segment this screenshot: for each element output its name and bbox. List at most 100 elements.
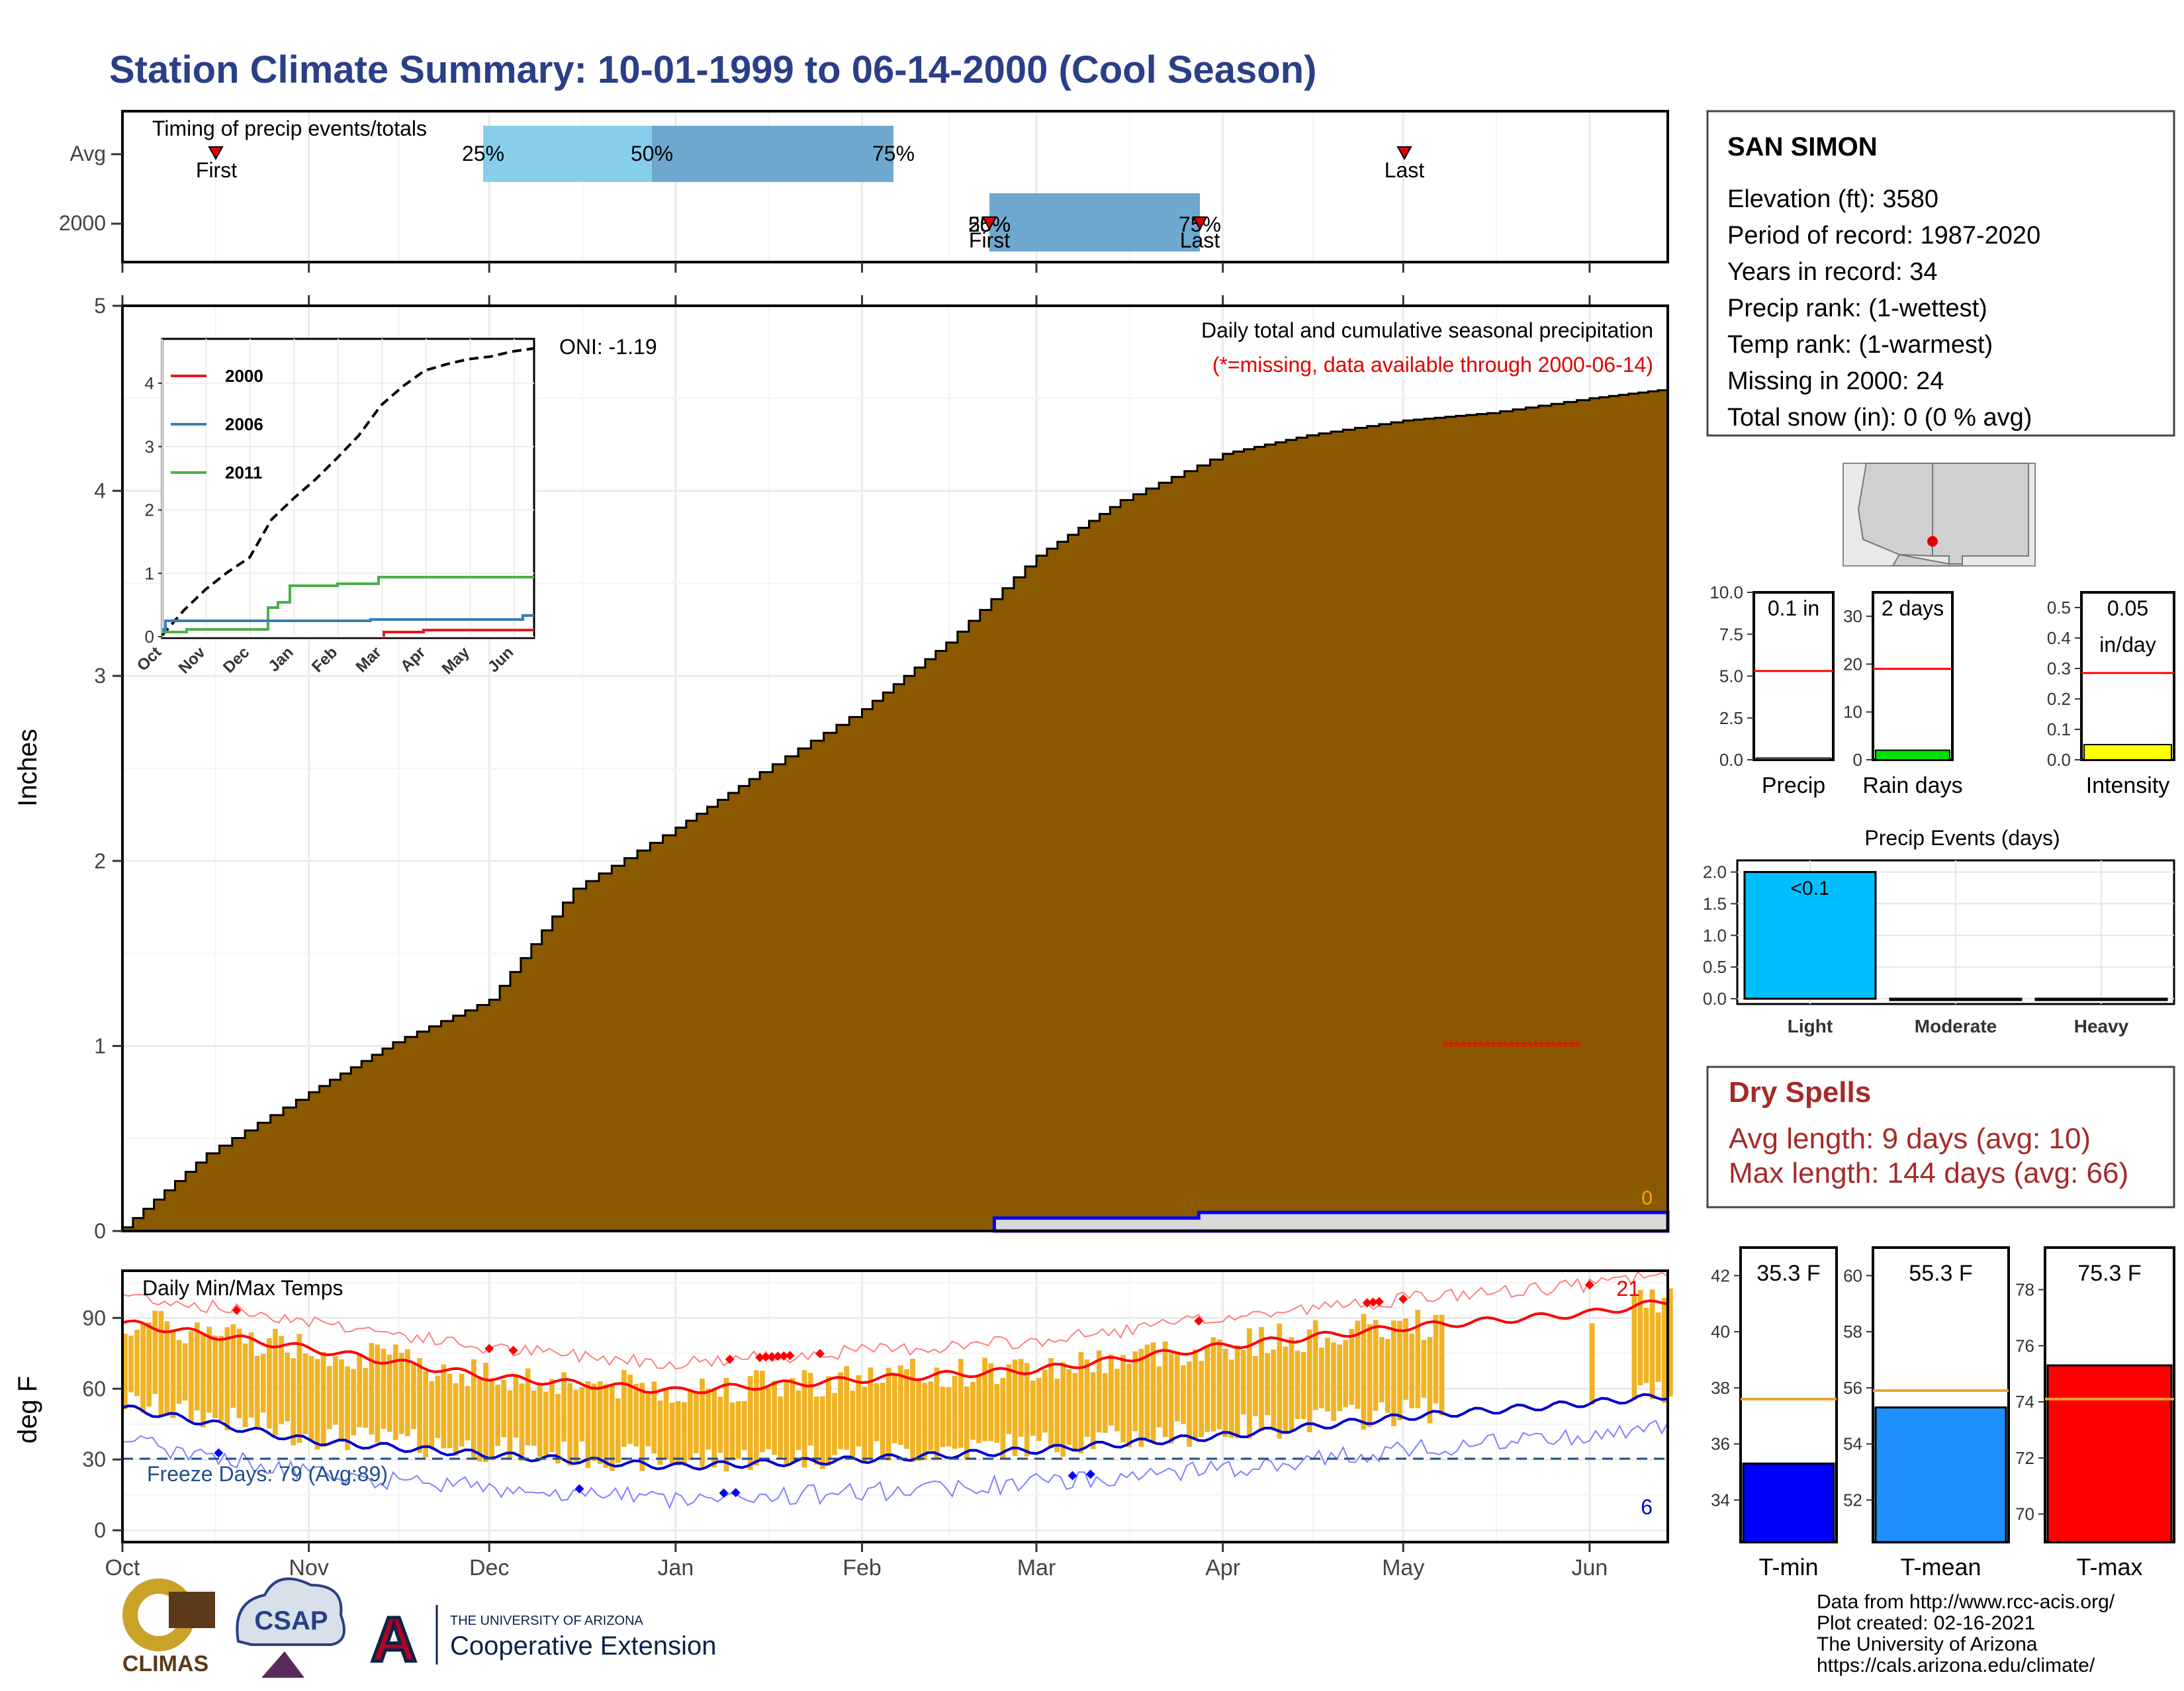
mini-bar-ytick: 20 bbox=[1843, 654, 1862, 674]
daily-temp-bar bbox=[435, 1375, 441, 1438]
missing-day-marker: * bbox=[1459, 1036, 1467, 1058]
daily-temp-bar bbox=[988, 1363, 993, 1441]
events-category-label: Light bbox=[1788, 1016, 1833, 1036]
month-tick-label: Apr bbox=[1205, 1555, 1240, 1580]
daily-temp-bar bbox=[952, 1375, 958, 1449]
daily-temp-bar bbox=[1649, 1289, 1655, 1399]
precip-ylabel: Inches bbox=[13, 729, 42, 807]
record-high-marker bbox=[1368, 1297, 1378, 1307]
daily-temp-bar bbox=[279, 1336, 284, 1424]
daily-temp-bar bbox=[838, 1372, 843, 1449]
record-high-marker bbox=[773, 1351, 783, 1361]
daily-temp-bar bbox=[603, 1384, 609, 1468]
daily-temp-bar bbox=[1187, 1361, 1192, 1447]
daily-temp-bar bbox=[140, 1323, 146, 1413]
month-tick-label: May bbox=[1382, 1555, 1424, 1580]
daily-temp-bar bbox=[573, 1390, 579, 1462]
daily-temp-bar bbox=[195, 1322, 200, 1410]
daily-temp-bar bbox=[1643, 1308, 1649, 1383]
daily-temp-bar bbox=[1115, 1369, 1120, 1432]
daily-temp-bar bbox=[1343, 1340, 1349, 1408]
daily-temp-bar bbox=[447, 1373, 453, 1449]
record-low-marker bbox=[214, 1448, 224, 1458]
daily-temp-bar bbox=[964, 1386, 970, 1459]
mini-bar-value bbox=[1875, 749, 1950, 760]
record-high-marker bbox=[1374, 1297, 1384, 1306]
daily-temp-bar bbox=[1385, 1339, 1390, 1413]
daily-temp-bar bbox=[1403, 1318, 1408, 1400]
daily-temp-bar bbox=[1373, 1320, 1379, 1411]
daily-temp-bar bbox=[333, 1356, 338, 1425]
precip-missing-note: (*=missing, data available through 2000-… bbox=[1212, 353, 1653, 377]
daily-temp-bar bbox=[146, 1322, 152, 1407]
temps-ytick-label: 90 bbox=[82, 1306, 106, 1330]
mini-bar-label: Precip bbox=[1762, 773, 1825, 798]
inset-ytick-label: 2 bbox=[145, 500, 154, 520]
daily-temp-bar bbox=[982, 1357, 987, 1441]
temps-ytick-label: 0 bbox=[94, 1518, 106, 1542]
daily-temp-bar bbox=[1631, 1295, 1637, 1400]
station-info-line: Precip rank: (1-wettest) bbox=[1727, 295, 1987, 322]
daily-temp-bar bbox=[320, 1351, 326, 1447]
daily-temp-bar bbox=[790, 1378, 796, 1464]
new-mexico-shape bbox=[1932, 463, 2029, 565]
missing-day-marker: * bbox=[1531, 1036, 1539, 1058]
record-high-marker bbox=[1584, 1280, 1594, 1290]
daily-temp-bar bbox=[531, 1391, 537, 1446]
daily-temp-bar bbox=[819, 1396, 825, 1469]
month-tick-label: Nov bbox=[289, 1555, 328, 1580]
daily-temp-bar bbox=[1132, 1351, 1138, 1432]
temp-bar-ytick: 38 bbox=[1711, 1378, 1730, 1398]
temp-bar-value-label: 35.3 F bbox=[1756, 1261, 1820, 1286]
missing-day-marker: * bbox=[1520, 1036, 1527, 1058]
mini-bar-ytick: 0 bbox=[1853, 750, 1862, 770]
precip-ytick-label: 3 bbox=[94, 664, 106, 688]
temp-bar-label: T-max bbox=[2076, 1553, 2142, 1580]
yr-first-marker bbox=[981, 216, 997, 231]
footer-line: https://cals.arizona.edu/climate/ bbox=[1817, 1655, 2095, 1676]
mini-bar-label: Intensity bbox=[2086, 773, 2170, 798]
daily-temp-bar bbox=[513, 1374, 519, 1438]
daily-temp-bar bbox=[152, 1310, 158, 1394]
station-name: SAN SIMON bbox=[1727, 132, 1878, 161]
daily-temp-bar bbox=[621, 1370, 627, 1447]
daily-temp-bar bbox=[1397, 1320, 1402, 1420]
daily-temp-bar bbox=[1589, 1323, 1595, 1405]
daily-temp-bar bbox=[1306, 1329, 1312, 1433]
precip-ytick-label: 4 bbox=[94, 479, 106, 503]
events-bar-label: <0.1 bbox=[1790, 878, 1829, 899]
daily-temp-bar bbox=[591, 1383, 597, 1461]
daily-temp-bar bbox=[910, 1359, 915, 1463]
avg-cumulative-area bbox=[121, 388, 1669, 1232]
events-ytick: 2.0 bbox=[1703, 862, 1727, 882]
daily-temp-bar bbox=[1234, 1345, 1240, 1438]
climas-logo: CLIMAS bbox=[122, 1578, 215, 1676]
daily-temp-bar bbox=[784, 1382, 790, 1465]
month-tick-label: Feb bbox=[842, 1555, 882, 1580]
record-high-marker bbox=[508, 1346, 518, 1355]
daily-temp-bar bbox=[537, 1384, 543, 1457]
daily-temp-bar bbox=[688, 1390, 693, 1460]
daily-temp-bar bbox=[201, 1333, 206, 1428]
events-bar bbox=[2034, 997, 2168, 1001]
daily-temp-bar bbox=[940, 1387, 946, 1447]
daily-temp-bar bbox=[928, 1381, 934, 1451]
daily-temp-bar bbox=[1054, 1378, 1060, 1453]
daily-temp-bar bbox=[507, 1390, 513, 1459]
avg-max-line bbox=[122, 1299, 1668, 1394]
missing-day-marker: * bbox=[1537, 1036, 1545, 1058]
daily-temp-bar bbox=[1096, 1350, 1102, 1433]
daily-temp-bar bbox=[1661, 1297, 1667, 1403]
daily-temp-bar bbox=[1415, 1310, 1421, 1408]
daily-temp-bar bbox=[1120, 1355, 1126, 1443]
daily-temp-bar bbox=[1138, 1349, 1144, 1447]
dry-spells-max: Max length: 144 days (avg: 66) bbox=[1729, 1157, 2128, 1189]
mini-bar-ytick: 0.0 bbox=[1719, 750, 1743, 770]
csap-logo-text: CSAP bbox=[254, 1606, 328, 1635]
daily-temp-bar bbox=[807, 1373, 813, 1445]
daily-temp-bar bbox=[423, 1371, 428, 1458]
daily-temp-bar bbox=[1072, 1373, 1078, 1452]
daily-temp-bar bbox=[549, 1379, 555, 1453]
temp-bar-ytick: 52 bbox=[1843, 1490, 1862, 1510]
